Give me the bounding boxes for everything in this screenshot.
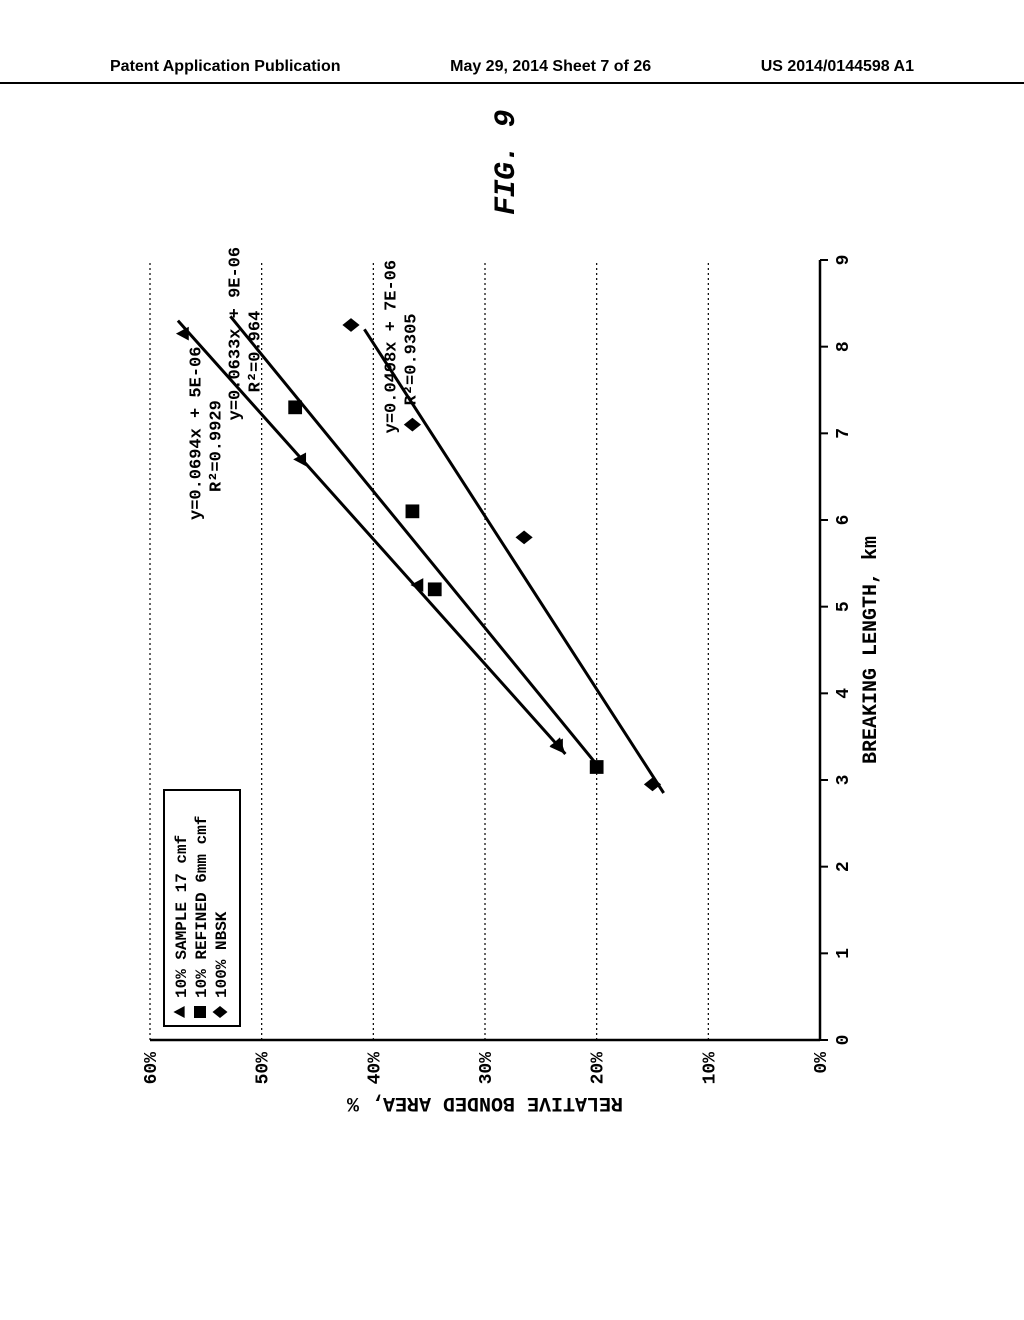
header-center: May 29, 2014 Sheet 7 of 26 — [450, 58, 651, 76]
page-header: Patent Application Publication May 29, 2… — [0, 58, 1024, 84]
square-icon — [194, 1006, 206, 1018]
x-tick-label: 7 — [834, 428, 854, 439]
chart-area: 0% 10% 20% 30% 40% 50% 60% 0 1 2 3 4 5 6 7 8 9 BREAKING L… — [120, 230, 900, 1130]
square-icon — [428, 582, 442, 596]
x-tick-label: 4 — [834, 688, 854, 699]
triangle-icon — [173, 1006, 184, 1018]
y-tick-label: 60% — [142, 1052, 162, 1085]
y-tick-label: 40% — [365, 1052, 385, 1085]
legend-label: 10% REFINED 6mm cmf — [193, 816, 211, 998]
square-icon — [288, 400, 302, 414]
y-tick-label: 20% — [589, 1052, 609, 1085]
r2-label: R²=0.964 — [246, 311, 265, 393]
y-axis-label: RELATIVE BONDED AREA, % — [346, 1091, 623, 1114]
diamond-icon — [213, 1006, 228, 1018]
x-tick-label: 1 — [834, 948, 854, 959]
y-tick-label: 10% — [700, 1052, 720, 1085]
x-tick-label: 9 — [834, 255, 854, 266]
y-tick-label: 30% — [477, 1052, 497, 1085]
header-right: US 2014/0144598 A1 — [761, 58, 914, 76]
y-tick-label: 0% — [812, 1052, 832, 1074]
header-left: Patent Application Publication — [110, 58, 341, 76]
figure-label: FIG. 9 — [490, 110, 524, 215]
figure-label-wrap: FIG. 9 — [490, 110, 524, 215]
legend-label: 10% SAMPLE 17 cmf — [173, 835, 191, 998]
x-tick-label: 6 — [834, 515, 854, 526]
triangle-icon — [176, 327, 189, 341]
equation-label: y=0.0498x + 7E-06 — [383, 260, 402, 433]
square-icon — [590, 760, 604, 774]
chart-svg: 0% 10% 20% 30% 40% 50% 60% 0 1 2 3 4 5 6 7 8 9 BREAKING L… — [120, 230, 900, 1130]
equation-label: y=0.0694x + 5E-06 — [187, 347, 206, 520]
equation-label: y=0.0633x + 9E-06 — [226, 247, 245, 420]
r2-label: R²=0.9929 — [207, 400, 226, 492]
plot-group: 0% 10% 20% 30% 40% 50% 60% 0 1 2 3 4 5 6 7 8 9 BREAKING L… — [142, 247, 883, 1114]
diamond-icon — [342, 318, 359, 332]
x-tick-label: 2 — [834, 861, 854, 872]
r2-label: R²=0.9305 — [403, 314, 422, 406]
square-icon — [406, 504, 420, 518]
figure-container: 0% 10% 20% 30% 40% 50% 60% 0 1 2 3 4 5 6 7 8 9 BREAKING L… — [120, 180, 900, 1160]
x-tick-label: 5 — [834, 601, 854, 612]
x-tick-label: 8 — [834, 341, 854, 352]
x-tick-label: 3 — [834, 775, 854, 786]
diamond-icon — [515, 530, 532, 544]
x-axis-label: BREAKING LENGTH, km — [860, 536, 883, 764]
diamond-icon — [404, 418, 421, 432]
diamond-icon — [644, 777, 661, 791]
legend-label: 100% NBSK — [213, 911, 231, 998]
y-tick-label: 50% — [254, 1052, 274, 1085]
x-tick-label: 0 — [834, 1035, 854, 1046]
